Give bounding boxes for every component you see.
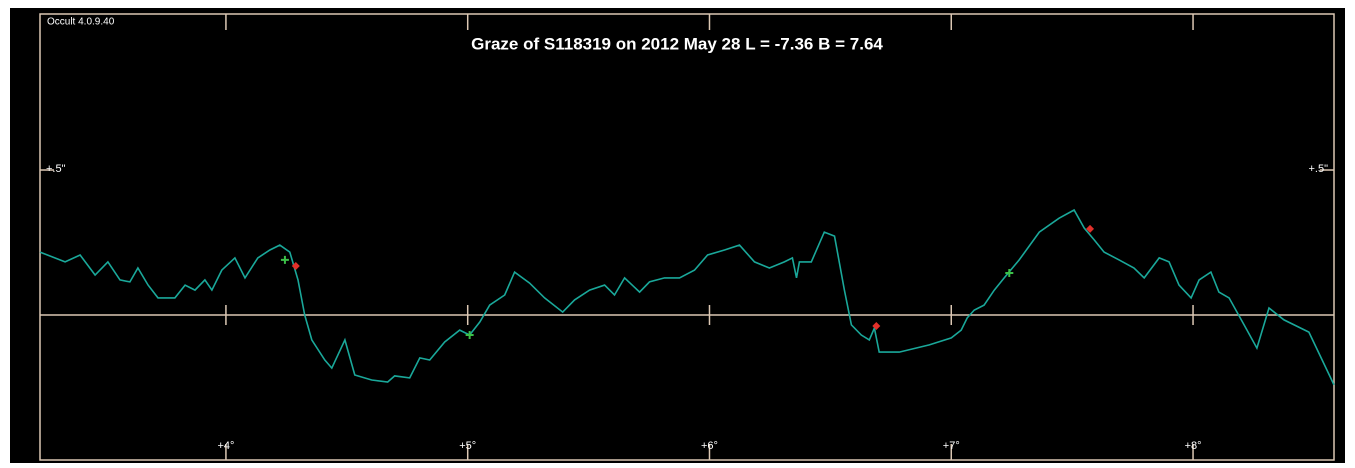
profile-line xyxy=(39,208,1335,386)
event-marker-diamond xyxy=(1086,224,1095,233)
event-marker-diamond xyxy=(872,322,881,331)
y-tick-label-right: +.5" xyxy=(1308,163,1328,175)
event-marker-plus xyxy=(465,331,474,340)
x-tick-label: +6° xyxy=(701,440,718,452)
event-marker-diamond xyxy=(291,261,300,270)
x-tick-label: +7° xyxy=(943,440,960,452)
x-tick-label: +8° xyxy=(1185,440,1202,452)
background xyxy=(10,8,1345,463)
y-tick-label: +.5" xyxy=(46,163,66,175)
x-tick-label: +4° xyxy=(217,440,234,452)
chart-title: Graze of S118319 on 2012 May 28 L = -7.3… xyxy=(471,34,883,53)
x-tick-label: +5° xyxy=(459,440,476,452)
plot-frame xyxy=(39,13,1335,461)
event-marker-plus xyxy=(1005,268,1014,277)
version-label: Occult 4.0.9.40 xyxy=(47,17,115,28)
event-marker-plus xyxy=(280,255,289,264)
